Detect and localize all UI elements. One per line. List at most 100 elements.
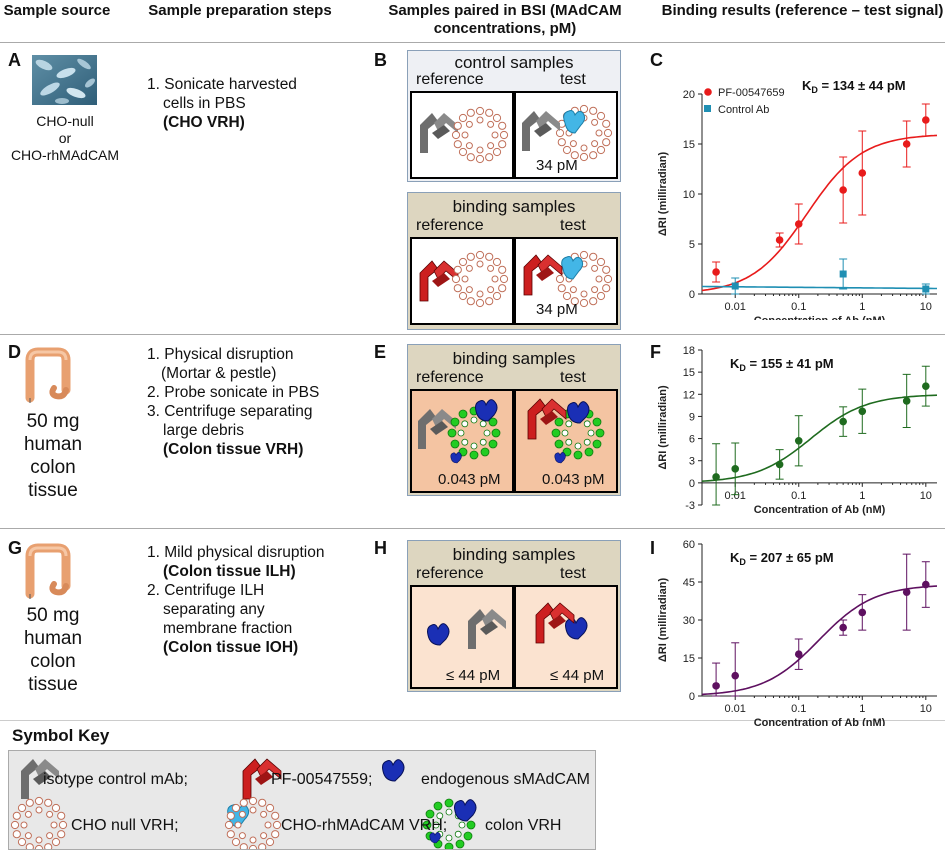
colon-icon: [25, 543, 71, 599]
x-tick-label: 0.1: [791, 703, 806, 715]
panel-e-title: binding samples: [452, 349, 576, 368]
panel-b-control-test: test: [560, 71, 586, 88]
panel-letter-i: I: [650, 538, 656, 558]
step-line: 3. Centrifuge separating: [147, 403, 313, 420]
x-tick-label: 0.1: [791, 490, 806, 502]
separator-row-3: [0, 720, 945, 721]
panel-b-binding-ref-box: [410, 237, 514, 325]
chart-c: 0 5 10 15 20 0.01 0.1 1 10 Concentration of Ab (n…: [657, 78, 938, 320]
legend-label: PF-00547659: [718, 87, 785, 99]
data-point: [902, 140, 911, 148]
y-tick-label: 30: [683, 615, 695, 627]
kd-label: KD = 155 ± 41 pM: [730, 356, 834, 373]
y-tick-label: 15: [683, 367, 695, 379]
data-point: [731, 282, 739, 290]
source-line: tissue: [28, 480, 78, 501]
step-line: 2. Probe sonicate in PBS: [147, 384, 320, 401]
step-bold: (Colon tissue VRH): [163, 441, 304, 458]
fit-curve: [702, 285, 937, 290]
step-line: separating any: [163, 601, 265, 618]
panel-letter-h: H: [374, 538, 387, 558]
step-bold: (CHO VRH): [163, 114, 245, 131]
colon-icon: [25, 347, 71, 403]
fit-curve: [701, 134, 938, 292]
sample-source-colon-d: 50 mg human colon tissue: [18, 410, 88, 502]
key-smadcam-label: endogenous sMAdCAM: [421, 771, 590, 788]
separator-row-1: [0, 334, 945, 335]
panel-b-binding-title: binding samples: [452, 197, 576, 216]
legend-label: Control Ab: [718, 104, 769, 116]
step-line: 1. Sonicate harvested: [147, 76, 297, 93]
data-point: [731, 465, 740, 473]
x-axis-label: Concentration of Ab (nM): [754, 504, 886, 516]
panel-letter-c: C: [650, 50, 663, 70]
y-axis-label: ΔRI (milliradian): [657, 578, 669, 663]
ref-box-art: [420, 106, 509, 164]
source-line: 50 mg: [26, 605, 80, 626]
panel-letter-g: G: [8, 538, 23, 558]
panel-b-control-conc: 34 pM: [536, 157, 578, 174]
panel-letter-a: A: [8, 50, 21, 70]
data-point: [922, 382, 930, 390]
chart-f: -3 0 3 6 9 12 15 18 0.01 0.1 1 10 Concentration of A…: [657, 345, 938, 516]
key-pf-label: PF-00547559;: [271, 771, 373, 788]
legend-marker: [704, 88, 712, 96]
data-point: [794, 650, 803, 658]
y-tick-label: 45: [683, 577, 695, 589]
data-point: [775, 460, 784, 469]
x-tick-label: 1: [859, 490, 865, 502]
y-tick-label: 9: [689, 411, 695, 423]
panel-h-ref-conc: ≤ 44 pM: [446, 667, 501, 684]
header-preparation-steps: Sample preparation steps: [148, 2, 332, 19]
panel-e-ref-conc: 0.043 pM: [438, 471, 501, 488]
x-axis-label: Concentration of Ab (nM): [754, 717, 886, 726]
source-line: or: [58, 130, 72, 146]
data-point: [922, 285, 930, 293]
data-point: [902, 588, 911, 596]
y-axis-label: ΔRI (milliradian): [657, 152, 669, 237]
cho-cell-image: [32, 55, 97, 105]
separator-top: [0, 42, 945, 43]
step-line: cells in PBS: [163, 95, 246, 112]
y-tick-label: 60: [683, 539, 695, 551]
y-tick-label: 15: [683, 653, 695, 665]
panel-b-binding: binding samples reference test 34 pM: [407, 192, 621, 330]
fit-curve: [701, 585, 938, 696]
panel-letter-f: F: [650, 342, 661, 362]
symbol-key-title: Symbol Key: [12, 726, 110, 745]
step-bold: (Colon tissue ILH): [163, 563, 296, 580]
data-point: [775, 236, 784, 244]
panel-letter-b: B: [374, 50, 387, 70]
x-tick-label: 0.01: [725, 490, 746, 502]
data-point: [731, 671, 740, 680]
source-line: human: [23, 434, 83, 455]
data-point: [794, 436, 803, 445]
data-point: [839, 186, 847, 194]
y-tick-label: 18: [683, 345, 695, 357]
sample-source-colon-g: 50 mg human colon tissue: [18, 604, 88, 696]
y-tick-label: 15: [683, 139, 695, 151]
sample-source-cho: CHO-null or CHO-rhMAdCAM: [0, 113, 130, 164]
data-point: [858, 407, 867, 416]
header-binding-results: Binding results (reference – test signal…: [661, 2, 944, 19]
data-point: [712, 682, 720, 690]
step-line: 1. Physical disruption: [147, 346, 294, 363]
data-point: [839, 417, 847, 426]
key-cho-rh-label: CHO-rhMAdCAM VRH;: [281, 817, 448, 834]
data-point: [794, 220, 803, 228]
header-sample-source: Sample source: [3, 2, 111, 19]
data-point: [922, 580, 930, 589]
step-bold: (Colon tissue IOH): [163, 639, 299, 656]
x-axis-label: Concentration of Ab (nM): [754, 315, 886, 320]
key-cho-null-label: CHO null VRH;: [71, 817, 179, 834]
y-tick-label: 20: [683, 89, 695, 101]
legend-marker: [704, 105, 711, 112]
key-colon-label: colon VRH: [485, 817, 562, 834]
panel-h-binding: binding samples reference test ≤ 44 pM ≤…: [407, 540, 621, 692]
source-line: colon: [30, 651, 76, 672]
x-tick-label: 1: [859, 301, 865, 313]
panel-b-control-test-box: 34 pM: [514, 91, 618, 179]
panel-b-binding-reference: reference: [416, 217, 484, 234]
y-tick-label: 12: [683, 389, 695, 401]
source-line: 50 mg: [26, 411, 80, 432]
